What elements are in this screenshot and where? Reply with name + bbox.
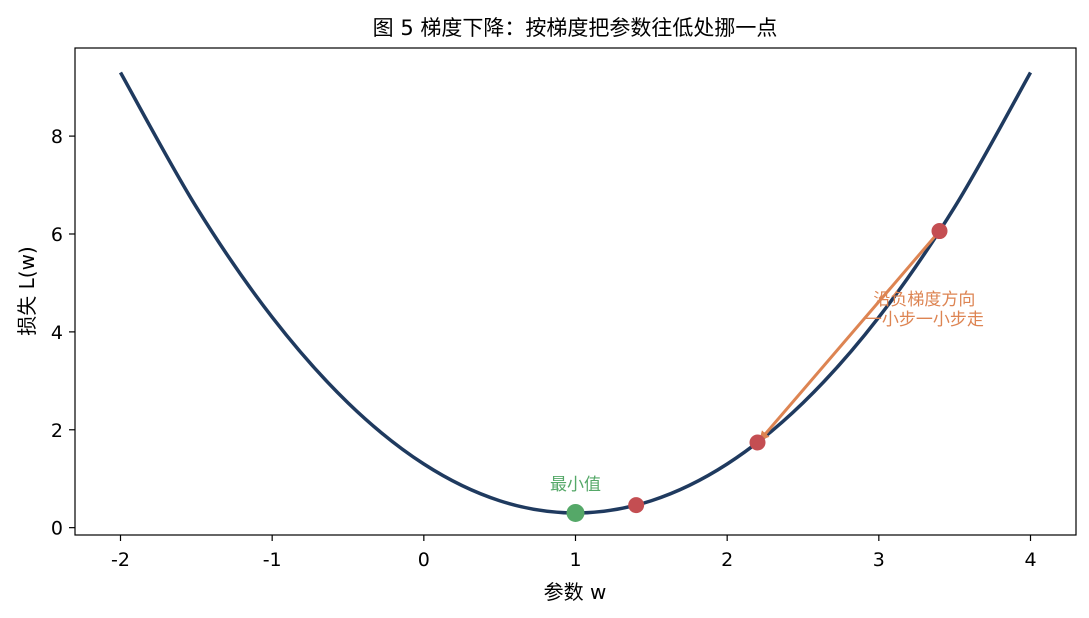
y-tick-label: 2	[51, 420, 63, 442]
x-tick-label: 0	[418, 549, 430, 571]
gradient-step-points	[628, 223, 948, 514]
negative-gradient-arrow	[759, 230, 941, 442]
x-axis-ticks: -2 -1 0 1 2 3 4	[111, 535, 1037, 571]
x-tick-label: 1	[569, 549, 581, 571]
gradient-step-point	[628, 497, 645, 514]
y-tick-label: 0	[51, 518, 63, 540]
y-axis-label: 损失 L(w)	[15, 246, 39, 335]
y-tick-label: 8	[51, 126, 63, 148]
arrow-label-line-2: 一小步一小步走	[865, 310, 984, 330]
gradient-step-point	[749, 434, 766, 451]
y-tick-label: 6	[51, 224, 63, 246]
chart-title: 图 5 梯度下降：按梯度把参数往低处挪一点	[373, 16, 778, 40]
y-axis-ticks: 0 2 4 6 8	[51, 126, 75, 540]
y-tick-label: 4	[51, 322, 63, 344]
minimum-point	[566, 503, 585, 522]
arrow-label-line-1: 沿负梯度方向	[873, 290, 975, 310]
minimum-label: 最小值	[550, 475, 601, 495]
x-axis-label: 参数 w	[544, 580, 607, 604]
x-tick-label: 4	[1024, 549, 1036, 571]
x-tick-label: 2	[721, 549, 733, 571]
x-tick-label: -1	[263, 549, 282, 571]
x-tick-label: 3	[873, 549, 885, 571]
x-tick-label: -2	[111, 549, 130, 571]
gradient-step-point	[931, 223, 948, 240]
